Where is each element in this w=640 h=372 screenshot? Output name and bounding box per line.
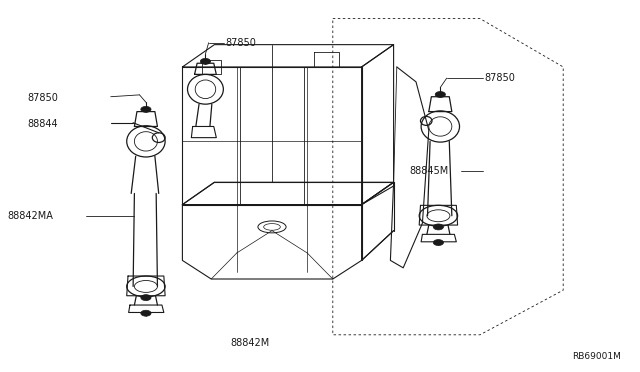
Text: 88845M: 88845M [410, 166, 449, 176]
Circle shape [141, 295, 151, 301]
Text: 88842MA: 88842MA [8, 211, 54, 221]
Text: RB69001M: RB69001M [572, 352, 621, 361]
Circle shape [433, 240, 444, 246]
Text: 88842M: 88842M [230, 338, 269, 348]
Circle shape [141, 106, 151, 112]
Circle shape [141, 310, 151, 316]
Text: 87850: 87850 [225, 38, 256, 48]
Circle shape [435, 92, 445, 97]
Text: 87850: 87850 [484, 73, 515, 83]
Text: 87850: 87850 [27, 93, 58, 103]
Text: 88844: 88844 [27, 119, 58, 129]
Circle shape [433, 224, 444, 230]
Circle shape [200, 58, 211, 64]
